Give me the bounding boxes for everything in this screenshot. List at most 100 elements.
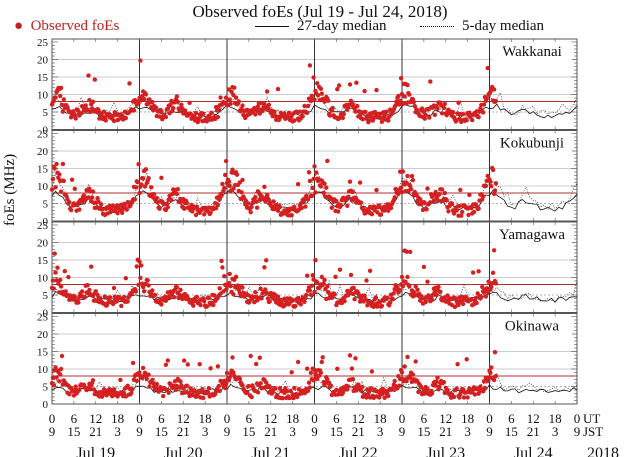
observed-point	[104, 393, 109, 398]
y-tick-label: 5	[43, 382, 49, 394]
jst-label: JST	[583, 424, 603, 439]
observed-point	[382, 395, 387, 400]
observed-point	[484, 96, 489, 101]
observed-point	[130, 360, 136, 366]
observed-point	[228, 101, 233, 107]
observed-point	[77, 387, 82, 392]
observed-point	[130, 387, 135, 392]
observed-point	[470, 270, 476, 275]
observed-point	[466, 212, 471, 218]
observed-point	[288, 388, 293, 394]
observed-point	[290, 298, 295, 303]
observed-point	[164, 201, 169, 206]
observed-point	[404, 101, 409, 106]
observed-point	[470, 117, 475, 123]
observed-point	[493, 373, 499, 379]
observed-point	[219, 193, 224, 198]
day-label: Jul 21	[251, 445, 290, 457]
observed-point	[311, 378, 316, 383]
observed-point	[272, 109, 277, 114]
x-tick-jst-label: 9	[311, 424, 318, 439]
observed-point	[465, 395, 470, 400]
observed-point	[469, 297, 474, 302]
observed-point	[435, 197, 440, 202]
observed-point	[408, 187, 414, 192]
observed-point	[136, 100, 141, 106]
observed-point	[482, 385, 488, 391]
observed-point	[53, 270, 58, 275]
observed-point	[299, 205, 304, 211]
observed-point	[254, 205, 260, 210]
observed-point	[312, 97, 317, 102]
x-tick-jst-label: 21	[177, 424, 190, 439]
observed-point	[61, 178, 66, 184]
observed-point	[369, 212, 375, 217]
observed-point	[86, 73, 91, 78]
observed-point	[302, 299, 307, 304]
x-tick-jst-label: 21	[439, 424, 452, 439]
observed-point	[378, 212, 384, 217]
x-tick-ut-label: 6	[421, 411, 428, 426]
observed-point	[163, 362, 169, 367]
observed-point	[174, 285, 180, 290]
observed-point	[233, 95, 239, 100]
x-tick-jst-label: 3	[552, 424, 559, 439]
observed-point	[436, 284, 441, 290]
observed-point	[319, 274, 324, 280]
observed-point	[439, 187, 445, 192]
observed-point	[428, 200, 433, 205]
x-tick-jst-label: 3	[289, 424, 296, 439]
observed-point	[147, 384, 152, 389]
observed-point	[153, 105, 159, 110]
observed-point	[90, 189, 96, 194]
x-tick-jst-label: 9	[399, 424, 406, 439]
observed-point	[175, 187, 180, 192]
observed-point	[59, 102, 65, 108]
observed-point	[349, 366, 355, 371]
observed-point	[345, 203, 350, 208]
observed-point	[283, 302, 288, 307]
observed-point	[305, 366, 310, 371]
label-bg	[492, 225, 572, 243]
observed-point	[58, 277, 63, 283]
observed-point	[228, 283, 233, 289]
observed-point	[143, 167, 149, 172]
observed-point	[307, 63, 313, 68]
y-tick-label: 10	[37, 273, 49, 285]
observed-point	[226, 179, 231, 185]
observed-point	[326, 98, 331, 103]
observed-point	[307, 178, 313, 184]
observed-point	[490, 270, 496, 275]
observed-point	[493, 181, 499, 186]
observed-point	[485, 65, 490, 71]
observed-point	[95, 196, 100, 201]
y-tick-label: 25	[37, 37, 49, 49]
observed-point	[222, 185, 227, 191]
y-tick-label: 0	[43, 216, 49, 228]
observed-point	[240, 177, 245, 183]
observed-point	[363, 109, 368, 115]
observed-point	[312, 164, 317, 169]
observed-point	[315, 280, 320, 285]
observed-point	[223, 95, 229, 100]
observed-point	[249, 394, 254, 400]
observed-point	[154, 195, 159, 201]
observed-point	[319, 91, 324, 96]
observed-point	[375, 304, 380, 309]
observed-point	[123, 115, 128, 121]
observed-point	[224, 370, 230, 376]
observed-point	[423, 112, 428, 118]
observed-point	[146, 372, 151, 377]
observed-point	[307, 385, 313, 390]
observed-point	[303, 204, 308, 209]
observed-point	[223, 385, 228, 391]
observed-point	[279, 299, 284, 305]
observed-point	[254, 361, 259, 367]
observed-point	[394, 99, 399, 104]
observed-point	[330, 105, 335, 111]
observed-point	[121, 390, 127, 396]
observed-point	[483, 183, 489, 189]
observed-point	[353, 109, 358, 114]
observed-point	[58, 85, 64, 91]
x-tick-ut-label: 12	[89, 411, 102, 426]
